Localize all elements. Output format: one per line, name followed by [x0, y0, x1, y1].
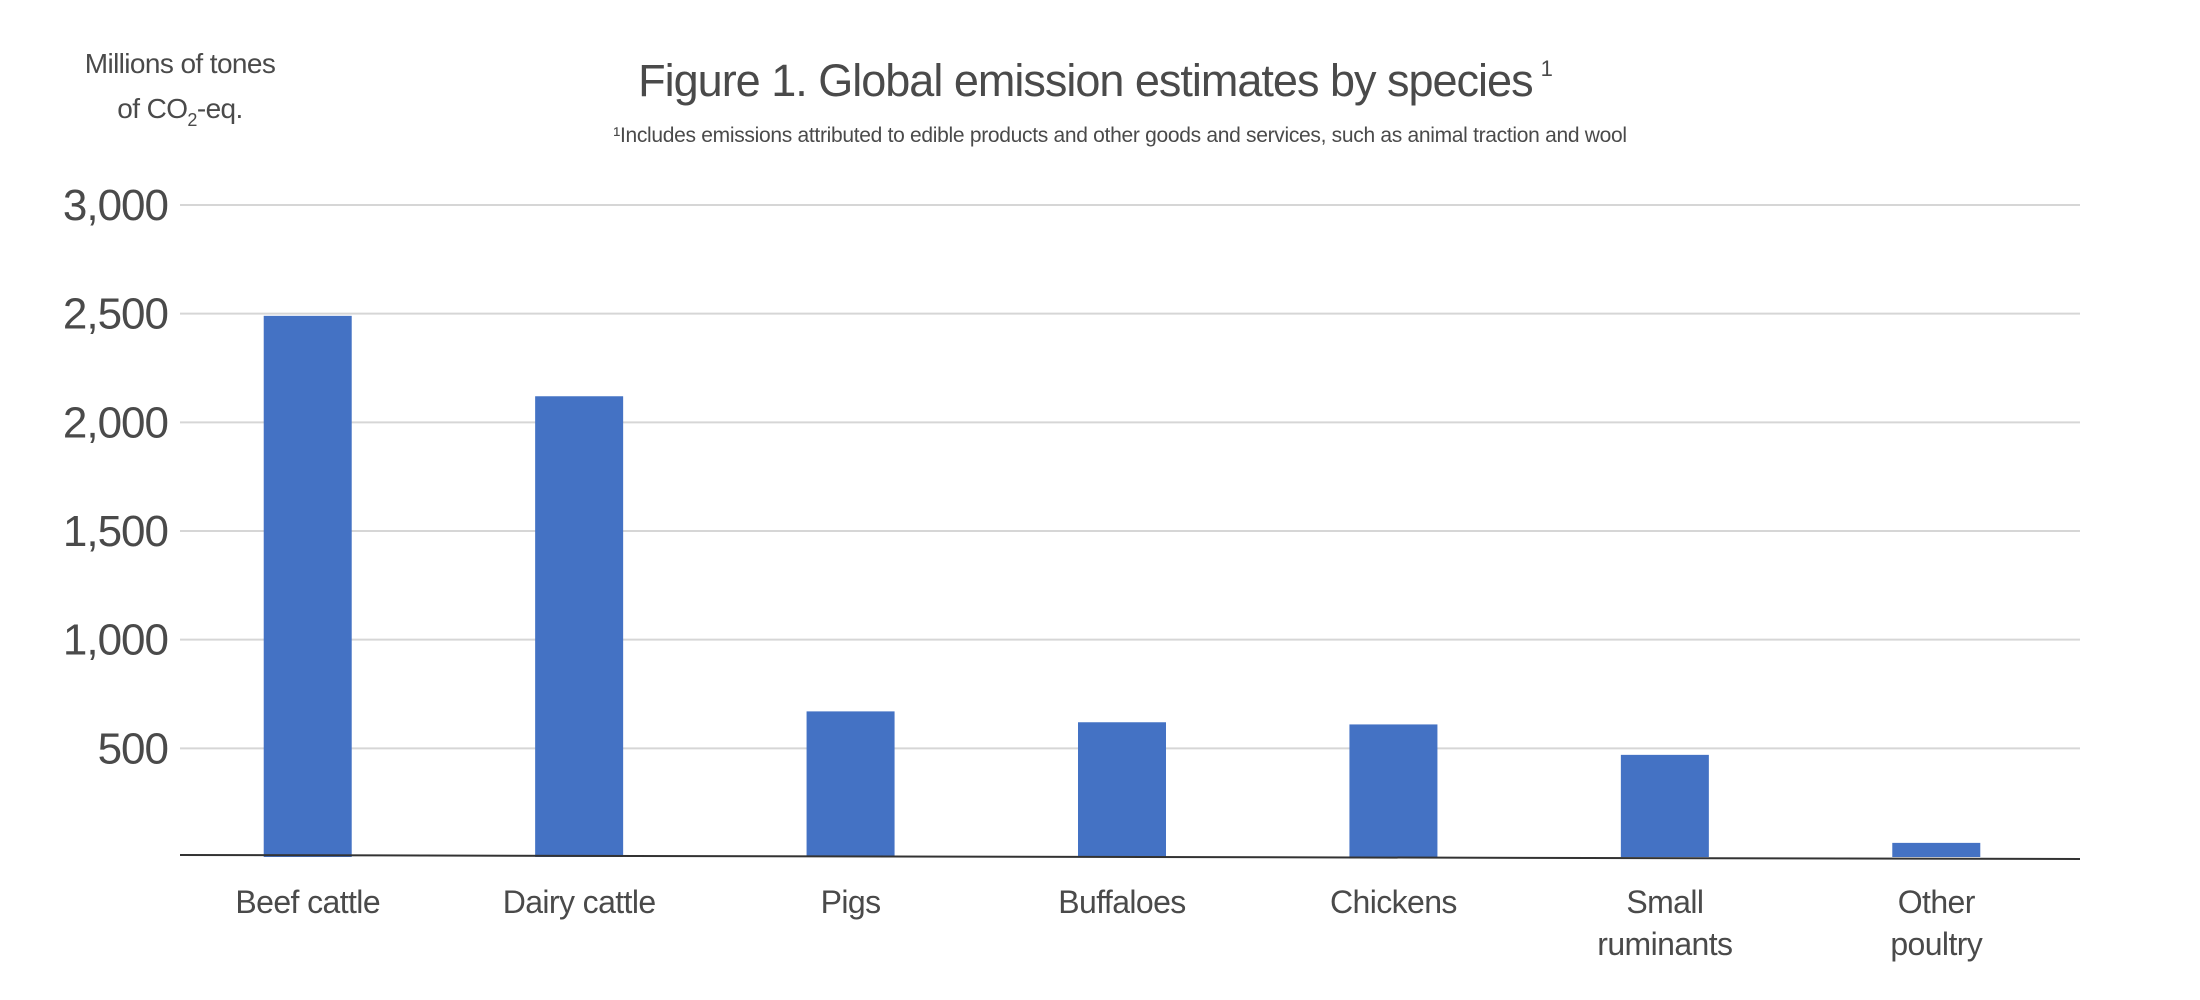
x-tick-label-5-line-1: ruminants — [1597, 926, 1732, 962]
x-tick-label-4-line-0: Chickens — [1330, 884, 1457, 920]
x-tick-label-0: Beef cattle — [235, 884, 380, 920]
x-tick-label-3-line-0: Buffaloes — [1058, 884, 1185, 920]
bars — [263, 315, 1981, 858]
x-axis-line — [179, 854, 2081, 860]
bar-4 — [1349, 724, 1438, 857]
x-tick-label-4: Chickens — [1330, 884, 1457, 920]
bar-2 — [806, 711, 895, 857]
bar-6 — [1892, 842, 1981, 857]
y-axis-label-subscript: 2 — [187, 110, 197, 130]
x-tick-label-3: Buffaloes — [1058, 884, 1185, 920]
y-tick-label-1000: 1,000 — [63, 616, 168, 665]
y-tick-label-2500: 2,500 — [63, 290, 168, 339]
y-tick-label-500: 500 — [98, 724, 168, 773]
y-tick-labels: 500 1,000 1,500 2,000 2,500 3,000 — [63, 181, 169, 773]
x-tick-labels: Beef cattle Dairy cattle Pigs Buffaloes Chic… — [235, 884, 1983, 962]
x-tick-label-6-line-1: poultry — [1890, 926, 1982, 962]
y-axis-label-prefix: of CO — [117, 93, 187, 124]
x-tick-label-6-line-0: Other — [1898, 884, 1976, 920]
x-tick-label-2: Pigs — [821, 884, 881, 920]
y-axis-label-line2: of CO2-eq. — [117, 93, 242, 130]
bar-5 — [1620, 754, 1709, 857]
chart-subtitle: ¹Includes emissions attributed to edible… — [613, 124, 1627, 147]
x-tick-label-5: Small ruminants — [1597, 884, 1732, 962]
bar-3 — [1078, 722, 1166, 857]
x-tick-label-0-line-0: Beef cattle — [235, 884, 380, 920]
x-tick-label-2-line-0: Pigs — [821, 884, 881, 920]
y-axis-label-line1: Millions of tones — [85, 48, 276, 79]
bar-1 — [535, 396, 624, 857]
bar-0 — [263, 315, 352, 858]
y-axis-label-suffix: -eq. — [197, 93, 243, 124]
axes — [179, 854, 2081, 860]
x-tick-label-1: Dairy cattle — [503, 884, 656, 920]
x-tick-label-1-line-0: Dairy cattle — [503, 884, 656, 920]
x-tick-label-5-line-0: Small — [1626, 884, 1703, 920]
x-tick-label-6: Other poultry — [1890, 884, 1982, 962]
chart-title-text: Figure 1. Global emission estimates by s… — [638, 55, 1532, 106]
gridlines — [180, 204, 2080, 750]
y-tick-label-2000: 2,000 — [63, 398, 168, 447]
y-tick-label-1500: 1,500 — [63, 507, 168, 556]
chart-title: Figure 1. Global emission estimates by s… — [638, 55, 1552, 106]
chart-title-superscript: 1 — [1541, 56, 1553, 81]
y-tick-label-3000: 3,000 — [63, 181, 168, 230]
